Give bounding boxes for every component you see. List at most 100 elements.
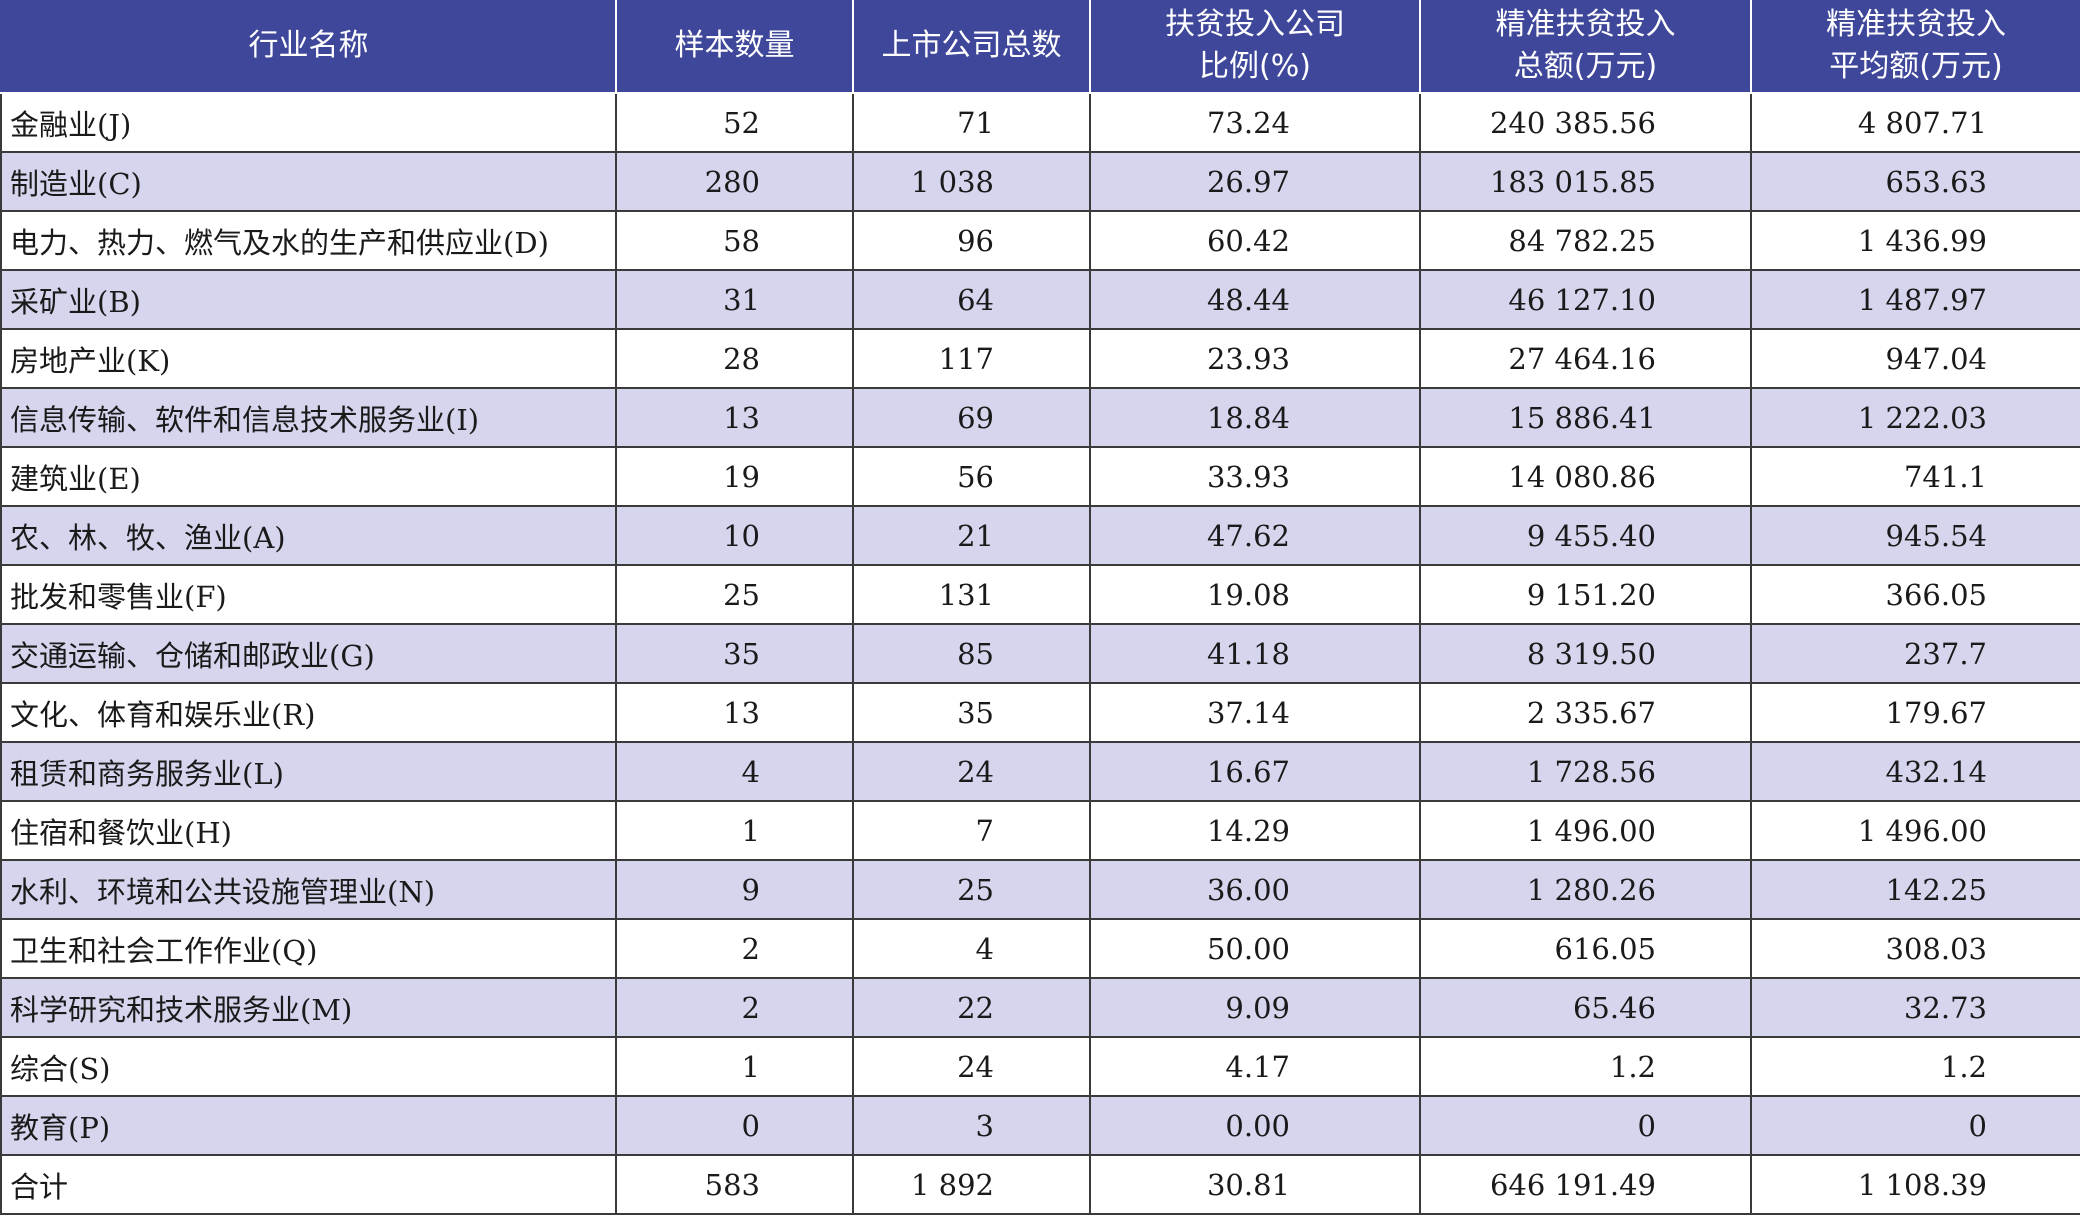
- cell-listed: 25: [852, 859, 1091, 920]
- cell-listed: 56: [852, 446, 1091, 507]
- cell-average: 308.03: [1750, 918, 2080, 979]
- cell-ratio: 18.84: [1089, 387, 1421, 448]
- cell-total: 183 015.85: [1419, 151, 1752, 212]
- cell-samples: 58: [615, 210, 854, 271]
- header-average: 精准扶贫投入 平均额(万元): [1750, 0, 2080, 94]
- cell-listed: 24: [852, 1036, 1091, 1097]
- cell-average: 32.73: [1750, 977, 2080, 1038]
- cell-samples: 0: [615, 1095, 854, 1156]
- cell-total: 616.05: [1419, 918, 1752, 979]
- cell-average: 432.14: [1750, 741, 2080, 802]
- cell-total: 14 080.86: [1419, 446, 1752, 507]
- cell-average: 945.54: [1750, 505, 2080, 566]
- cell-samples: 10: [615, 505, 854, 566]
- cell-ratio: 0.00: [1089, 1095, 1421, 1156]
- cell-listed: 35: [852, 682, 1091, 743]
- cell-listed: 71: [852, 92, 1091, 153]
- cell-listed: 69: [852, 387, 1091, 448]
- header-listed: 上市公司总数: [852, 0, 1091, 94]
- cell-total: 2 335.67: [1419, 682, 1752, 743]
- cell-industry: 教育(P): [0, 1095, 617, 1156]
- cell-ratio: 14.29: [1089, 800, 1421, 861]
- cell-average: 4 807.71: [1750, 92, 2080, 153]
- cell-ratio: 36.00: [1089, 859, 1421, 920]
- cell-ratio: 33.93: [1089, 446, 1421, 507]
- total-row: 合计 583 1 892 30.81 646 191.49 1 108.39: [0, 1154, 2080, 1215]
- table-row: 采矿业(B) 31 64 48.44 46 127.10 1 487.97: [0, 269, 2080, 330]
- cell-listed: 4: [852, 918, 1091, 979]
- cell-ratio: 16.67: [1089, 741, 1421, 802]
- header-total: 精准扶贫投入 总额(万元): [1419, 0, 1752, 94]
- cell-listed: 131: [852, 564, 1091, 625]
- header-samples: 样本数量: [615, 0, 854, 94]
- cell-total: 8 319.50: [1419, 623, 1752, 684]
- cell-industry: 批发和零售业(F): [0, 564, 617, 625]
- cell-samples: 2: [615, 918, 854, 979]
- table-row: 金融业(J) 52 71 73.24 240 385.56 4 807.71: [0, 92, 2080, 153]
- table-row: 建筑业(E) 19 56 33.93 14 080.86 741.1: [0, 446, 2080, 507]
- cell-ratio: 4.17: [1089, 1036, 1421, 1097]
- cell-total: 65.46: [1419, 977, 1752, 1038]
- cell-industry: 租赁和商务服务业(L): [0, 741, 617, 802]
- cell-ratio: 60.42: [1089, 210, 1421, 271]
- header-total-line-2: 总额(万元): [1513, 49, 1658, 84]
- cell-samples: 52: [615, 92, 854, 153]
- cell-industry: 综合(S): [0, 1036, 617, 1097]
- cell-samples: 25: [615, 564, 854, 625]
- cell-ratio: 26.97: [1089, 151, 1421, 212]
- cell-samples: 280: [615, 151, 854, 212]
- cell-total: 46 127.10: [1419, 269, 1752, 330]
- table-row: 综合(S) 1 24 4.17 1.2 1.2: [0, 1036, 2080, 1097]
- header-industry: 行业名称: [0, 0, 617, 94]
- table-row: 交通运输、仓储和邮政业(G) 35 85 41.18 8 319.50 237.7: [0, 623, 2080, 684]
- cell-total: 1 280.26: [1419, 859, 1752, 920]
- header-average-line-1: 精准扶贫投入: [1826, 7, 2006, 42]
- header-ratio-line-1: 扶贫投入公司: [1165, 7, 1345, 42]
- cell-average: 1.2: [1750, 1036, 2080, 1097]
- table-row: 教育(P) 0 3 0.00 0 0: [0, 1095, 2080, 1156]
- table-row: 信息传输、软件和信息技术服务业(I) 13 69 18.84 15 886.41 1 22…: [0, 387, 2080, 448]
- header-ratio-line-2: 比例(%): [1199, 49, 1311, 84]
- table-row: 水利、环境和公共设施管理业(N) 9 25 36.00 1 280.26 142.25: [0, 859, 2080, 920]
- cell-listed: 22: [852, 977, 1091, 1038]
- header-listed-line-1: 上市公司总数: [881, 28, 1062, 63]
- cell-industry: 科学研究和技术服务业(M): [0, 977, 617, 1038]
- cell-industry: 采矿业(B): [0, 269, 617, 330]
- cell-ratio: 50.00: [1089, 918, 1421, 979]
- cell-samples: 19: [615, 446, 854, 507]
- table-row: 文化、体育和娱乐业(R) 13 35 37.14 2 335.67 179.67: [0, 682, 2080, 743]
- cell-total: 646 191.49: [1419, 1154, 1752, 1215]
- cell-total: 9 151.20: [1419, 564, 1752, 625]
- cell-total: 1 496.00: [1419, 800, 1752, 861]
- cell-industry: 文化、体育和娱乐业(R): [0, 682, 617, 743]
- cell-total: 240 385.56: [1419, 92, 1752, 153]
- cell-average: 1 496.00: [1750, 800, 2080, 861]
- cell-total: 84 782.25: [1419, 210, 1752, 271]
- cell-average: 1 487.97: [1750, 269, 2080, 330]
- cell-industry: 卫生和社会工作作业(Q): [0, 918, 617, 979]
- cell-industry: 合计: [0, 1154, 617, 1215]
- cell-samples: 13: [615, 387, 854, 448]
- table-row: 卫生和社会工作作业(Q) 2 4 50.00 616.05 308.03: [0, 918, 2080, 979]
- table-row: 电力、热力、燃气及水的生产和供应业(D) 58 96 60.42 84 782.25 1 …: [0, 210, 2080, 271]
- cell-average: 741.1: [1750, 446, 2080, 507]
- cell-listed: 21: [852, 505, 1091, 566]
- cell-samples: 583: [615, 1154, 854, 1215]
- cell-average: 0: [1750, 1095, 2080, 1156]
- cell-listed: 85: [852, 623, 1091, 684]
- table-body: 金融业(J) 52 71 73.24 240 385.56 4 807.71 制造业(C) 2…: [0, 92, 2080, 1215]
- table-row: 科学研究和技术服务业(M) 2 22 9.09 65.46 32.73: [0, 977, 2080, 1038]
- cell-ratio: 23.93: [1089, 328, 1421, 389]
- cell-average: 179.67: [1750, 682, 2080, 743]
- cell-samples: 13: [615, 682, 854, 743]
- cell-samples: 28: [615, 328, 854, 389]
- table-row: 房地产业(K) 28 117 23.93 27 464.16 947.04: [0, 328, 2080, 389]
- cell-samples: 31: [615, 269, 854, 330]
- cell-listed: 64: [852, 269, 1091, 330]
- cell-average: 366.05: [1750, 564, 2080, 625]
- cell-industry: 房地产业(K): [0, 328, 617, 389]
- cell-listed: 1 892: [852, 1154, 1091, 1215]
- cell-samples: 1: [615, 800, 854, 861]
- cell-average: 1 436.99: [1750, 210, 2080, 271]
